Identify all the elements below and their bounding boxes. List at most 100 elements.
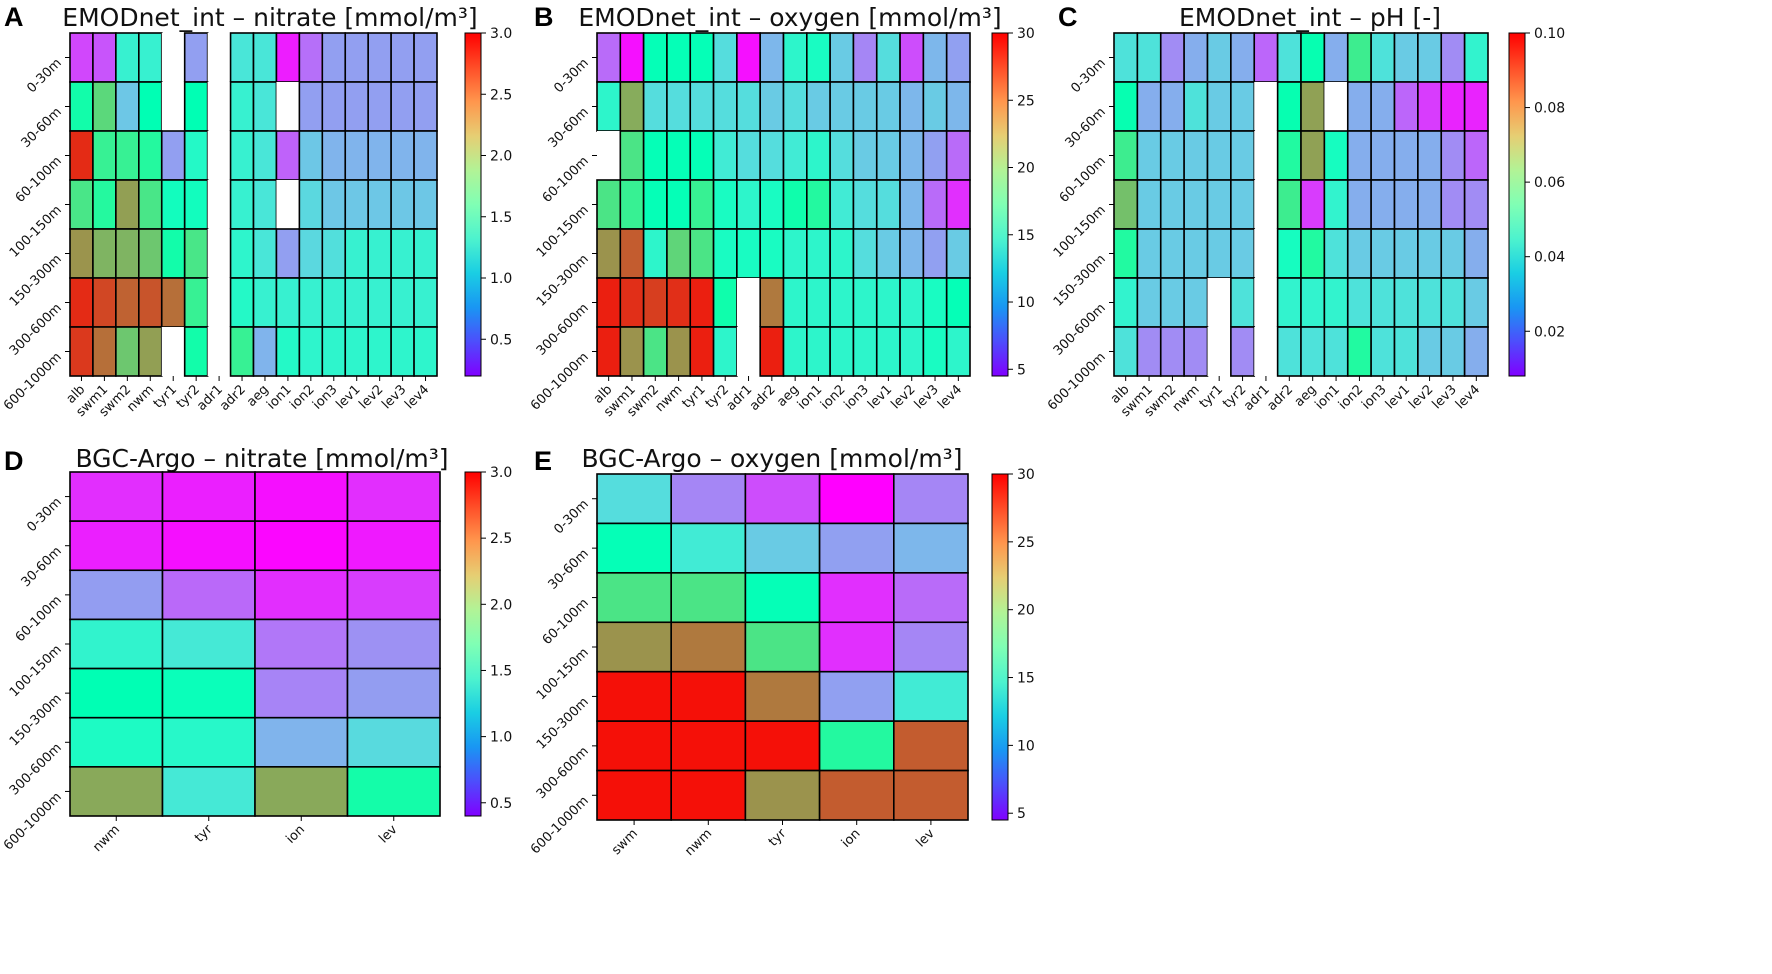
y-ticks-c: 0-30m 30-60m60-100m100-150m150-300m300-60… [1045, 56, 1114, 414]
y-tick-label: 150-300m [7, 691, 65, 749]
heatmap-cell [1254, 131, 1278, 180]
heatmap-cell [390, 32, 415, 83]
heatmap-cell [275, 228, 301, 279]
heatmap-cell [619, 130, 645, 181]
heatmap-cell [689, 228, 715, 279]
panel-letter-e: E [534, 446, 552, 476]
y-tick-label: 0-30m [1068, 56, 1108, 96]
x-tick-label: ion3 [841, 382, 871, 412]
heatmap-cell [1159, 81, 1185, 132]
heatmap-cell [276, 82, 300, 131]
heatmap-cell [413, 179, 438, 230]
heatmap-cell [642, 179, 668, 230]
heatmap-cell [138, 228, 163, 279]
heatmap-cell [899, 179, 925, 230]
x-tick-label: lev1 [1383, 382, 1413, 412]
heatmap-cell [1183, 326, 1209, 377]
heatmap-cell [829, 32, 855, 83]
x-tick-label: ion2 [287, 382, 317, 412]
heatmap-cell [161, 471, 256, 522]
y-tick-label: 600-1000m [1, 790, 65, 854]
x-ticks-b: albswm1swm2nwmtyr1tyr2adr1adr2aegion1ion… [591, 376, 965, 420]
heatmap-cell [161, 667, 256, 719]
y-tick-label: 0-30m [551, 497, 591, 537]
heatmap-cell [254, 569, 349, 621]
heatmap-cell [642, 130, 668, 181]
heatmap-cell [666, 228, 692, 279]
heatmap-cell [92, 277, 117, 328]
panel-letter-a: A [4, 2, 24, 32]
heatmap-cell [160, 277, 186, 328]
heatmap-cell [596, 32, 622, 83]
colorbar-tick-label: 20 [1017, 603, 1035, 619]
heatmap-cell [806, 277, 831, 328]
heatmap-cell [1346, 277, 1372, 328]
heatmap-cell [138, 326, 163, 377]
heatmap-cell [670, 522, 747, 574]
heatmap-cell [852, 326, 878, 377]
heatmap-cell [922, 228, 948, 279]
heatmap-cell [759, 228, 785, 279]
heatmap-cell [736, 130, 761, 181]
heatmap-cell [945, 179, 971, 230]
heatmap-cell [829, 277, 855, 328]
heatmap-cell [596, 621, 672, 673]
heatmap-cell [69, 32, 94, 83]
heatmap-cell [275, 277, 301, 328]
colorbar-tick-label: 0.5 [490, 332, 512, 348]
heatmap-cell [736, 81, 761, 132]
colorbar-gradient [991, 32, 1009, 377]
heatmap-cell [1393, 81, 1419, 132]
heatmap-cell [1206, 179, 1232, 230]
heatmap-cell [252, 81, 278, 132]
colorbar-gradient [464, 32, 482, 377]
heatmap-cell [367, 130, 392, 181]
heatmap-cell [945, 32, 971, 83]
heatmap-cell [161, 618, 256, 670]
colorbar-tick-label: 15 [1017, 671, 1035, 687]
heatmap-cell [252, 32, 278, 83]
heatmap-cell [321, 130, 347, 181]
heatmap-cell [899, 277, 925, 328]
heatmap-cell [1159, 326, 1185, 377]
colorbar-a: 0.5 1.0 1.5 2.0 2.5 3.0 [464, 26, 512, 377]
heatmap-cell [1253, 32, 1279, 83]
heatmap-cell [782, 179, 808, 230]
heatmap-cell [922, 179, 948, 230]
x-tick-label: lev1 [865, 382, 895, 412]
colorbar-tick-label: 3.0 [490, 465, 512, 481]
heatmap-cell [619, 326, 645, 377]
heatmap-cell [666, 277, 692, 328]
heatmap-cell [298, 179, 324, 230]
panel-c: C EMODnet_int – pH [-] albswm1swm2nwmtyr… [1045, 2, 1565, 420]
colorbar-gradient [1508, 32, 1526, 377]
heatmap-cell [899, 32, 925, 83]
heatmap-cell [1393, 277, 1419, 328]
heatmap-cell [892, 769, 969, 821]
y-tick-label: 600-1000m [528, 794, 592, 858]
y-tick-label: 30-60m [19, 544, 65, 590]
panel-letter-c: C [1058, 2, 1078, 32]
heatmap-cell [670, 621, 747, 673]
y-tick-label: 100-150m [7, 203, 65, 261]
heatmap-cell [254, 766, 349, 817]
heatmap-cell [744, 621, 821, 673]
heatmap-cell [806, 228, 831, 279]
heatmap-cell [254, 520, 349, 572]
y-tick-label: 30-60m [19, 105, 65, 151]
heatmap-cell [413, 326, 438, 377]
x-tick-label: tyr1 [1197, 382, 1226, 411]
heatmap-cell [596, 670, 672, 722]
panel-b-title: EMODnet_int – oxygen [mmol/m³] [578, 3, 1001, 32]
heatmap-cell [712, 81, 738, 132]
heatmap-cell [390, 228, 415, 279]
heatmap-cell [413, 32, 438, 83]
heatmap-cell [1276, 81, 1302, 132]
heatmap-cell [183, 81, 209, 132]
x-ticks-a: albswm1swm2nwmtyr1tyr2adr1adr2aegion1ion… [64, 376, 432, 420]
heatmap-cell [744, 572, 821, 624]
x-tick-label: ion1 [264, 382, 294, 412]
y-tick-label: 0-30m [24, 495, 64, 535]
heatmap-cell [321, 81, 347, 132]
colorbar-tick-label: 30 [1017, 26, 1035, 42]
